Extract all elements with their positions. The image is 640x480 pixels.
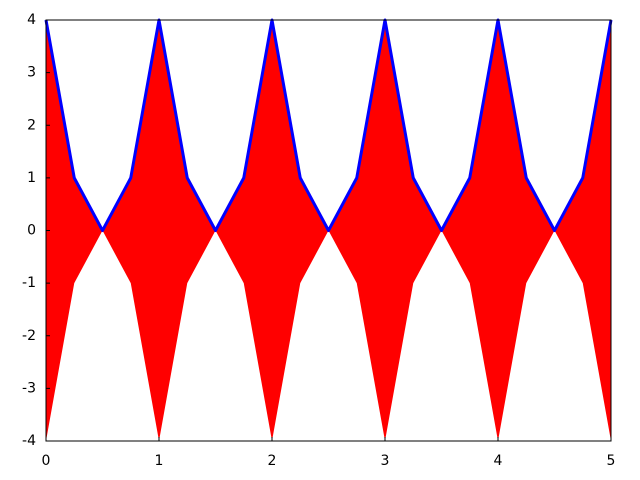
x-tick-label: 0	[42, 453, 51, 469]
x-tick-label: 4	[494, 453, 503, 469]
y-tick-label: 3	[27, 65, 36, 81]
y-tick-label: -3	[22, 380, 36, 396]
y-tick-label: 2	[27, 117, 36, 133]
line	[44, 18, 613, 232]
y-tick-label: -1	[22, 275, 36, 291]
x-tick-label: 5	[607, 453, 616, 469]
y-tick-label: 0	[27, 223, 36, 239]
y-tick-label: -4	[22, 433, 36, 449]
x-tick-label: 2	[268, 453, 277, 469]
x-tick-label: 3	[381, 453, 390, 469]
y-tick-label: 1	[27, 170, 36, 186]
y-tick-label: -2	[22, 328, 36, 344]
y-tick-label: 4	[27, 12, 36, 28]
x-tick-label: 1	[155, 453, 164, 469]
